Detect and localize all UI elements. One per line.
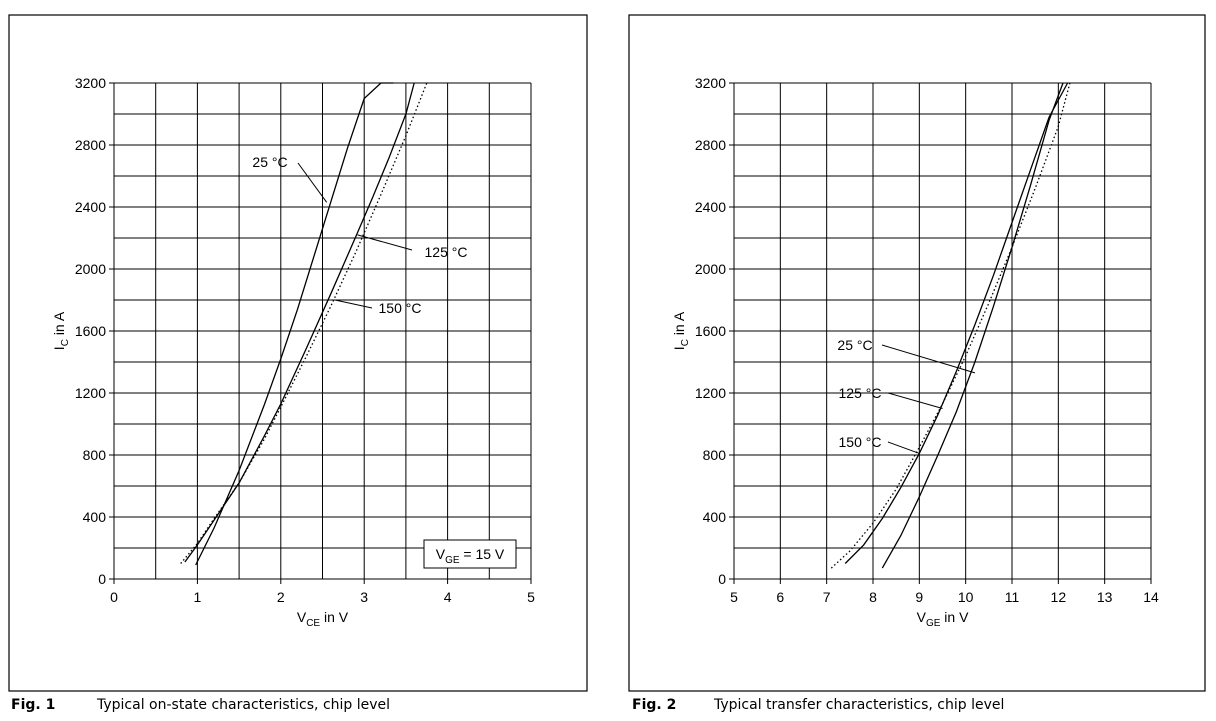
y-tick-label: 800 — [83, 447, 107, 463]
x-tick-label: 7 — [823, 589, 831, 605]
fig2-caption-number: Fig. 2 — [632, 697, 677, 713]
y-tick-label: 0 — [98, 571, 106, 587]
y-tick-label: 400 — [703, 509, 727, 525]
y-tick-label: 1200 — [75, 385, 106, 401]
x-tick-label: 9 — [915, 589, 923, 605]
x-tick-label: 14 — [1143, 589, 1159, 605]
x-tick-label: 13 — [1097, 589, 1113, 605]
y-tick-label: 2800 — [695, 137, 726, 153]
fig2-caption-text: Typical transfer characteristics, chip l… — [714, 697, 1005, 713]
curve-label-leader — [297, 162, 328, 203]
series-line-25c — [195, 82, 394, 566]
x-tick-label: 1 — [194, 589, 202, 605]
series-line-125c — [844, 82, 1069, 564]
y-axis-label: IC in A — [51, 311, 71, 350]
curve-label: 125 °C — [839, 385, 882, 401]
x-axis-label: VCE in V — [297, 609, 349, 629]
x-tick-label: 2 — [277, 589, 285, 605]
y-tick-label: 2000 — [695, 261, 726, 277]
y-tick-label: 0 — [718, 571, 726, 587]
y-tick-label: 1600 — [75, 323, 106, 339]
y-tick-label: 800 — [703, 447, 727, 463]
curve-label-leader — [334, 299, 373, 309]
x-tick-label: 10 — [958, 589, 974, 605]
fig1-caption-number: Fig. 1 — [11, 697, 56, 713]
x-axis-label: VGE in V — [917, 609, 969, 629]
x-tick-label: 6 — [776, 589, 784, 605]
x-tick-label: 0 — [110, 589, 118, 605]
series-line-150c — [830, 82, 1071, 569]
y-tick-label: 3200 — [695, 75, 726, 91]
annotation-box — [423, 539, 517, 569]
y-tick-label: 2800 — [75, 137, 106, 153]
y-tick-label: 400 — [83, 509, 107, 525]
curve-label: 25 °C — [252, 154, 287, 170]
x-tick-label: 4 — [444, 589, 452, 605]
x-tick-label: 12 — [1051, 589, 1067, 605]
curve-label-leader — [887, 441, 920, 454]
y-tick-label: 1600 — [695, 323, 726, 339]
fig2-frame — [628, 14, 1206, 692]
x-tick-label: 8 — [869, 589, 877, 605]
x-tick-label: 11 — [1005, 589, 1020, 605]
fig1-caption-text: Typical on-state characteristics, chip l… — [97, 697, 391, 713]
curve-label-leader — [881, 344, 976, 374]
curve-label-leader — [357, 234, 413, 251]
chart-transfer: 5 6 7 8 9 10 11 12 13 14 0 400 800 1200 1600 2000 2400 28… — [671, 75, 1159, 629]
series-line-125c — [184, 82, 415, 563]
curve-label-leader — [887, 392, 943, 409]
y-tick-label: 1200 — [695, 385, 726, 401]
curve-label: 150 °C — [379, 300, 422, 316]
fig1-frame — [8, 14, 588, 692]
curve-label: 125 °C — [425, 244, 468, 260]
y-tick-label: 2000 — [75, 261, 106, 277]
curve-label: 25 °C — [837, 337, 872, 353]
y-tick-label: 2400 — [75, 199, 106, 215]
x-tick-label: 3 — [360, 589, 368, 605]
y-tick-label: 3200 — [75, 75, 106, 91]
y-tick-label: 2400 — [695, 199, 726, 215]
annotation-text: VGE = 15 V — [436, 546, 505, 566]
chart-on-state: 0 1 2 3 4 5 0 400 800 1200 1600 2000 2400 2800 3200 VCE… — [51, 75, 535, 629]
series-line-25c — [881, 82, 1064, 569]
y-axis-label: IC in A — [671, 311, 691, 350]
curve-label: 150 °C — [839, 434, 882, 450]
x-tick-label: 5 — [730, 589, 738, 605]
x-tick-label: 5 — [527, 589, 535, 605]
